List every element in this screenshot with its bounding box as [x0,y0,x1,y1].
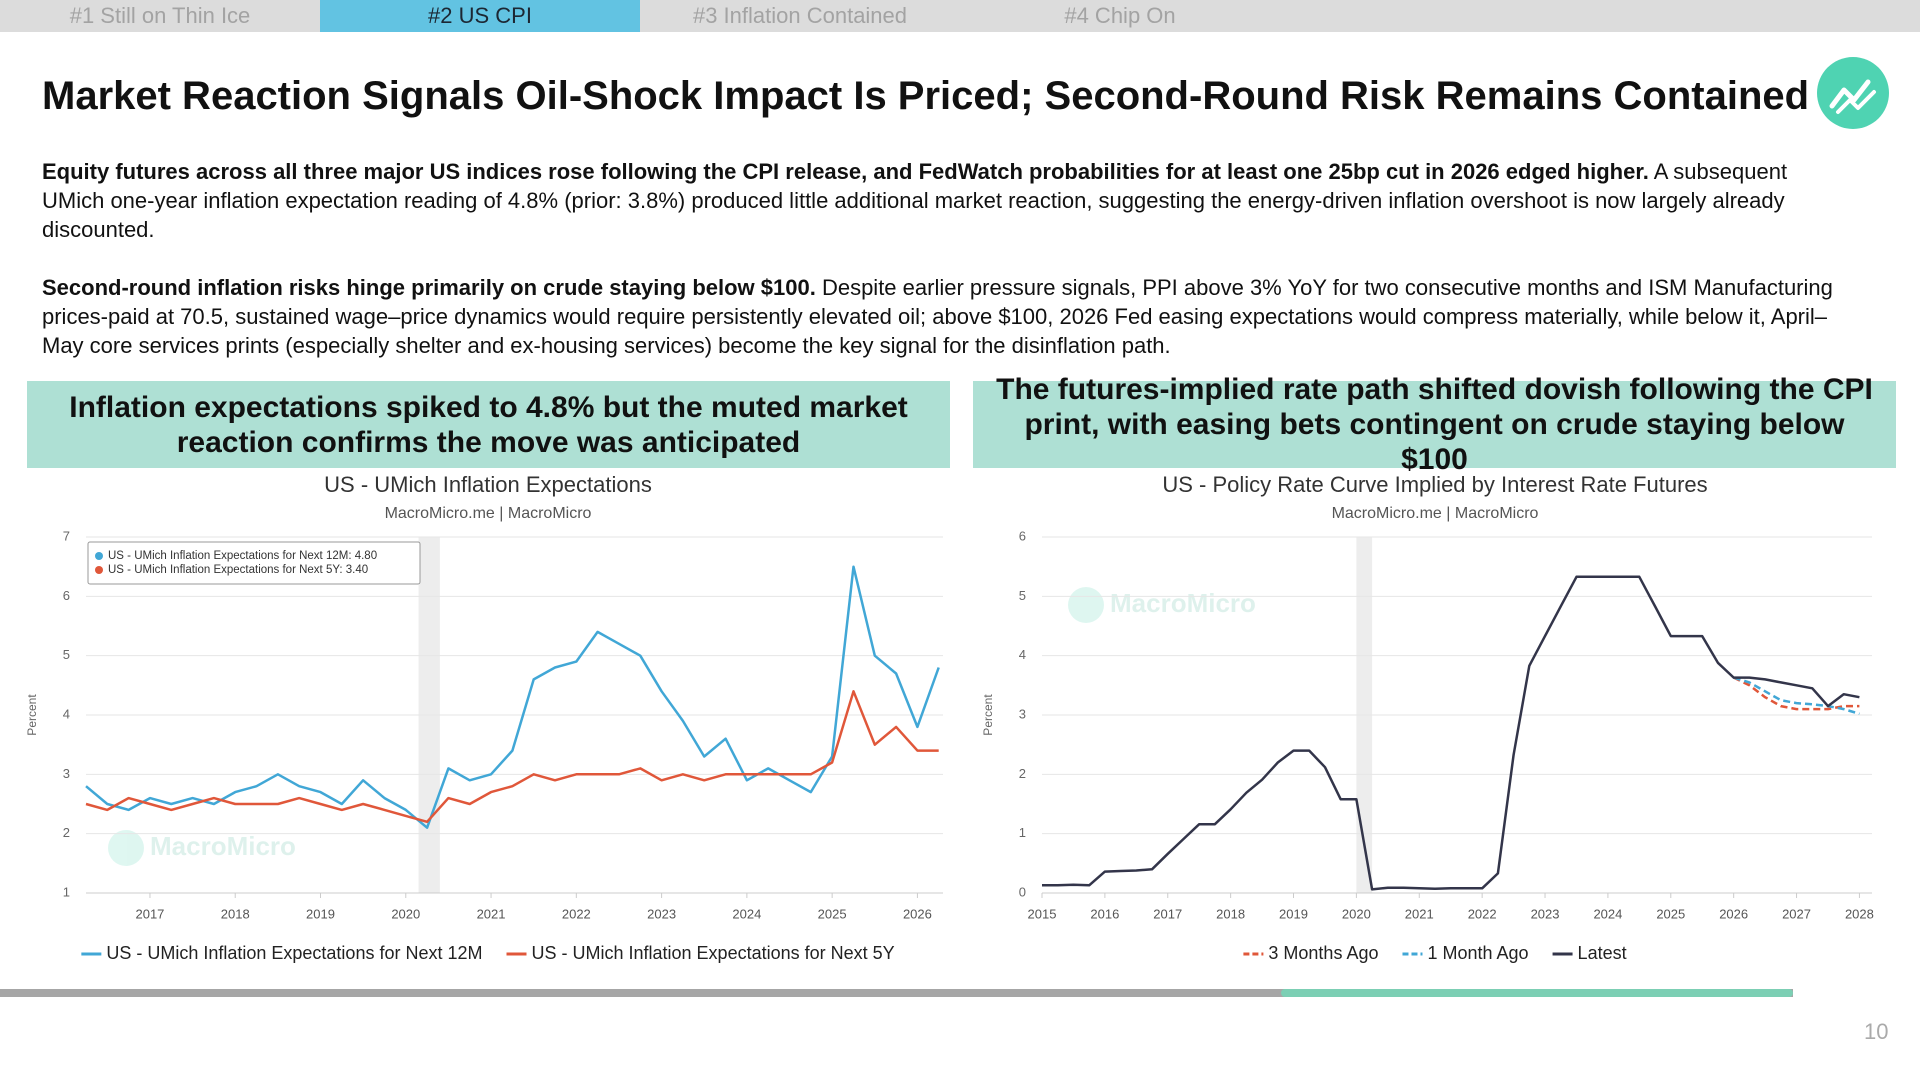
legend-label: 3 Months Ago [1268,943,1378,963]
x-tick-label: 2022 [1468,906,1497,921]
watermark-icon [108,830,144,866]
x-tick-label: 2025 [1656,906,1685,921]
paragraph-text: Despite earlier pressure signals, PPI ab… [42,275,1833,358]
y-tick-label: 2 [1019,766,1026,781]
x-tick-label: 2023 [647,906,676,921]
chart-subtitle: MacroMicro.me | MacroMicro [1332,505,1539,522]
x-tick-label: 2018 [1216,906,1245,921]
y-tick-label: 1 [63,884,70,899]
tooltip-dot [95,566,103,574]
tab-bar: #1 Still on Thin Ice #2 US CPI #3 Inflatio… [0,0,1920,32]
legend: US - UMich Inflation Expectations for Ne… [81,943,895,963]
chart-title: US - Policy Rate Curve Implied by Intere… [1162,472,1707,497]
x-tick-label: 2026 [1719,906,1748,921]
x-tick-label: 2021 [1405,906,1434,921]
x-tick-label: 2015 [1028,906,1057,921]
chart-title: US - UMich Inflation Expectations [324,472,652,497]
y-axis-label: Percent [981,694,995,736]
tab[interactable]: #3 Inflation Contained [692,3,908,28]
panel-heading: Inflation expectations spiked to 4.8% bu… [27,381,950,468]
tooltip-entry: US - UMich Inflation Expectations for Ne… [108,550,377,562]
progress-track [0,989,1793,997]
series-line [1042,575,1860,891]
legend-label: US - UMich Inflation Expectations for Ne… [532,943,895,963]
x-tick-label: 2028 [1845,906,1874,921]
chart-subtitle: MacroMicro.me | MacroMicro [385,505,592,522]
y-tick-label: 4 [63,706,70,721]
paragraph: Equity futures across all three major US… [42,157,1842,244]
x-tick-label: 2017 [135,906,164,921]
y-tick-label: 6 [1019,528,1026,543]
x-tick-label: 2020 [1342,906,1371,921]
tab[interactable]: #4 Chip On [1064,3,1176,28]
x-tick-label: 2019 [306,906,335,921]
legend-label: Latest [1578,943,1627,963]
watermark: MacroMicro [108,830,296,866]
series-line [85,690,939,824]
paragraph-lead: Equity futures across all three major US… [42,159,1649,184]
x-tick-label: 2019 [1279,906,1308,921]
x-tick-label: 2026 [903,906,932,921]
x-tick-label: 2022 [562,906,591,921]
x-tick-label: 2021 [477,906,506,921]
tooltip-entry: US - UMich Inflation Expectations for Ne… [108,564,368,576]
paragraph: Second-round inflation risks hinge prima… [42,273,1842,360]
slide-title: Market Reaction Signals Oil-Shock Impact… [42,74,1810,118]
y-tick-label: 4 [1019,647,1026,662]
logo [1817,57,1889,129]
paragraph-lead: Second-round inflation risks hinge prima… [42,275,816,300]
x-tick-label: 2027 [1782,906,1811,921]
y-tick-label: 3 [63,766,70,781]
x-tick-label: 2024 [1593,906,1622,921]
series-line [1733,676,1860,711]
watermark: MacroMicro [1068,587,1256,623]
page-number: 10 [1864,1019,1889,1044]
progress-bar [1281,989,1793,997]
y-tick-label: 5 [1019,588,1026,603]
x-tick-label: 2016 [1090,906,1119,921]
legend-label: US - UMich Inflation Expectations for Ne… [106,943,482,963]
y-tick-label: 3 [1019,706,1026,721]
panel-heading: The futures-implied rate path shifted do… [973,373,1896,476]
y-tick-label: 1 [1019,825,1026,840]
y-tick-label: 0 [1019,884,1026,899]
x-tick-label: 2023 [1531,906,1560,921]
tooltip-box: US - UMich Inflation Expectations for Ne… [87,541,421,585]
x-tick-label: 2018 [221,906,250,921]
tab[interactable]: #2 US CPI [320,0,640,32]
legend: 3 Months Ago 1 Month Ago Latest [1243,943,1627,963]
x-tick-label: 2017 [1153,906,1182,921]
watermark-text: MacroMicro [150,831,296,861]
y-tick-label: 7 [63,528,70,543]
tab[interactable]: #1 Still on Thin Ice [69,3,251,28]
x-tick-label: 2024 [732,906,761,921]
x-tick-label: 2020 [391,906,420,921]
y-tick-label: 2 [63,825,70,840]
watermark-icon [1068,587,1104,623]
legend-label: 1 Month Ago [1427,943,1528,963]
series-line [1733,676,1860,715]
y-axis-label: Percent [25,694,39,736]
x-tick-label: 2025 [818,906,847,921]
watermark-text: MacroMicro [1110,588,1256,618]
tooltip-dot [95,552,103,560]
y-tick-label: 6 [63,588,70,603]
tooltip-frame [87,541,421,585]
paragraph-text: A subsequent UMich one-year inflation ex… [42,159,1788,242]
y-tick-label: 5 [63,647,70,662]
series-line [85,565,940,829]
